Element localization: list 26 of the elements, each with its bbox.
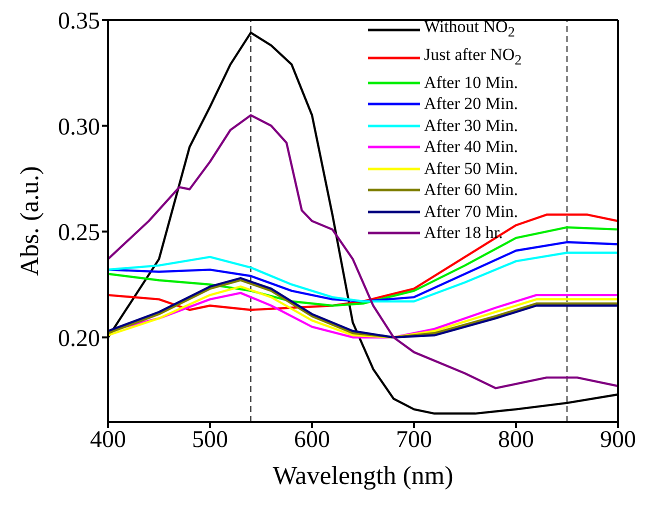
x-tick-label: 900 [600, 427, 636, 454]
x-tick-label: 800 [498, 427, 534, 454]
x-tick-label: 400 [90, 427, 126, 454]
y-axis-title: Abs. (a.u.) [15, 166, 44, 276]
y-tick-label: 0.30 [58, 114, 100, 140]
y-tick-label: 0.35 [58, 8, 100, 35]
x-axis-title: Wavelength (nm) [272, 461, 454, 490]
legend-label: After 30 Min. [424, 114, 518, 136]
legend-label: After 50 Min. [424, 158, 518, 180]
x-tick-label: 600 [294, 427, 330, 454]
legend-label: After 18 hr. [424, 222, 503, 244]
legend-label: Without NO$_{2}$ [424, 16, 515, 42]
legend-label: After 10 Min. [424, 72, 518, 94]
legend-label: After 70 Min. [424, 200, 518, 222]
legend-label: After 20 Min. [424, 93, 518, 115]
x-tick-label: 500 [192, 427, 228, 454]
x-tick-label: 700 [396, 427, 432, 454]
legend-label: Just after NO$_{2}$ [424, 44, 522, 70]
line-series [108, 252, 618, 302]
line-series [108, 241, 618, 302]
legend-label: After 40 Min. [424, 136, 518, 158]
legend-label: After 60 Min. [424, 179, 518, 201]
line-series [108, 114, 618, 390]
line-series [108, 226, 618, 307]
y-tick-label: 0.25 [58, 220, 100, 246]
y-tick-label: 0.20 [58, 326, 100, 352]
